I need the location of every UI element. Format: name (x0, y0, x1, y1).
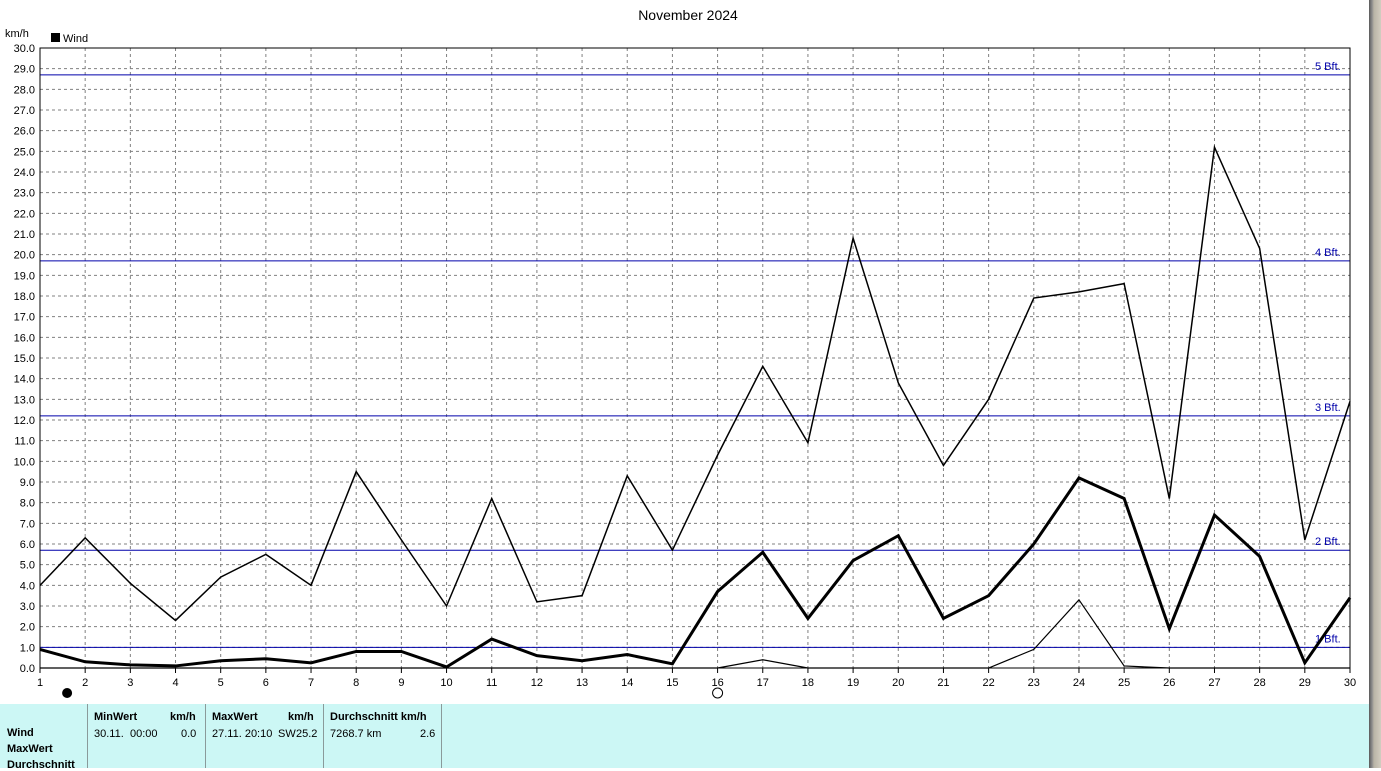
y-tick-label: 15.0 (14, 353, 35, 365)
x-tick-label: 17 (757, 677, 769, 689)
x-tick-label: 24 (1073, 677, 1085, 689)
max-value: 25.2 (296, 728, 318, 740)
y-tick-label: 0.0 (20, 663, 35, 675)
avg-header: Durchschnitt km/h (330, 711, 427, 723)
x-tick-label: 28 (1254, 677, 1266, 689)
stats-row-label-max: MaxWert (7, 743, 53, 755)
x-tick-label: 29 (1299, 677, 1311, 689)
y-tick-label: 26.0 (14, 126, 35, 138)
x-tick-label: 9 (398, 677, 404, 689)
wind-chart: November 2024 km/h Wind 1 Bft.2 Bft.3 Bf… (5, 7, 1356, 699)
y-tick-label: 13.0 (14, 394, 35, 406)
y-tick-label: 3.0 (20, 601, 35, 613)
x-tick-label: 3 (127, 677, 133, 689)
plot-frame (39, 47, 1351, 669)
x-tick-label: 10 (440, 677, 452, 689)
legend-label: Wind (63, 33, 88, 45)
x-tick-label: 25 (1118, 677, 1130, 689)
x-tick-label: 30 (1344, 677, 1356, 689)
y-tick-label: 10.0 (14, 456, 35, 468)
wind-max-series-line (39, 144, 1351, 622)
x-tick-label: 18 (802, 677, 814, 689)
y-tick-label: 22.0 (14, 208, 35, 220)
min-unit: km/h (170, 711, 196, 723)
max-unit: km/h (288, 711, 314, 723)
y-tick-label: 24.0 (14, 167, 35, 179)
y-tick-label: 17.0 (14, 312, 35, 324)
x-tick-label: 26 (1163, 677, 1175, 689)
legend-swatch (51, 33, 60, 42)
y-tick-label: 30.0 (14, 43, 35, 55)
x-tick-label: 5 (218, 677, 224, 689)
avg-distance: 7268.7 km (330, 728, 382, 740)
wind-min-series-line (40, 598, 1350, 669)
y-tick-label: 21.0 (14, 229, 35, 241)
stats-min-column: MinWert km/h 30.11. 00:00 0.0 (88, 704, 206, 768)
y-tick-label: 14.0 (14, 374, 35, 386)
avg-value: 2.6 (420, 728, 436, 740)
chart-title: November 2024 (638, 7, 738, 23)
y-tick-label: 28.0 (14, 84, 35, 96)
stats-panel: Wind MaxWert Durchschnitt MinWert km/h 3… (0, 704, 1369, 771)
x-tick-label: 14 (621, 677, 633, 689)
beaufort-label: 3 Bft. (1315, 402, 1341, 414)
window-edge (1369, 0, 1381, 768)
stats-row-label-wind: Wind (7, 727, 34, 739)
min-date: 30.11. (94, 728, 124, 740)
x-tick-label: 6 (263, 677, 269, 689)
y-tick-label: 5.0 (20, 560, 35, 572)
x-tick-label: 1 (37, 677, 43, 689)
x-tick-label: 11 (486, 677, 497, 689)
stats-max-column: MaxWert km/h 27.11. 20:10 SW 25.2 (206, 704, 324, 768)
y-tick-label: 27.0 (14, 105, 35, 117)
x-tick-label: 20 (892, 677, 904, 689)
x-tick-label: 22 (982, 677, 994, 689)
stats-label-column (0, 704, 88, 768)
y-axis-unit: km/h (5, 28, 29, 40)
y-tick-label: 7.0 (20, 518, 35, 530)
x-tick-label: 2 (82, 677, 88, 689)
y-tick-label: 25.0 (14, 146, 35, 158)
y-tick-label: 4.0 (20, 580, 35, 592)
x-tick-label: 15 (666, 677, 678, 689)
y-tick-label: 9.0 (20, 477, 35, 489)
beaufort-label: 4 Bft. (1315, 247, 1341, 259)
x-tick-label: 13 (576, 677, 588, 689)
max-direction: SW (278, 728, 296, 740)
x-tick-label: 27 (1208, 677, 1220, 689)
stats-avg-column: Durchschnitt km/h 7268.7 km 2.6 (324, 704, 442, 768)
max-datetime: 27.11. 20:10 (212, 728, 273, 740)
y-tick-label: 16.0 (14, 332, 35, 344)
y-tick-label: 11.0 (14, 436, 35, 448)
y-tick-label: 1.0 (20, 642, 35, 654)
y-tick-label: 6.0 (20, 539, 35, 551)
x-tick-label: 12 (531, 677, 543, 689)
min-value: 0.0 (181, 728, 197, 740)
y-tick-label: 12.0 (14, 415, 35, 427)
wind-avg-series-line (39, 475, 1352, 669)
full-moon-icon (62, 688, 73, 698)
y-tick-label: 2.0 (20, 622, 35, 634)
y-tick-label: 8.0 (20, 498, 35, 510)
x-tick-label: 19 (847, 677, 859, 689)
min-header: MinWert (94, 711, 138, 723)
min-time: 00:00 (130, 728, 158, 740)
y-tick-label: 18.0 (14, 291, 35, 303)
x-tick-label: 23 (1028, 677, 1040, 689)
beaufort-label: 2 Bft. (1315, 536, 1341, 548)
y-tick-label: 29.0 (14, 64, 35, 76)
y-tick-label: 23.0 (14, 188, 35, 200)
x-tick-label: 4 (172, 677, 178, 689)
beaufort-label: 5 Bft. (1315, 61, 1341, 73)
y-tick-label: 19.0 (14, 270, 35, 282)
y-tick-label: 20.0 (14, 250, 35, 262)
x-tick-label: 21 (937, 677, 949, 689)
x-tick-label: 7 (308, 677, 314, 689)
x-tick-label: 8 (353, 677, 359, 689)
max-header: MaxWert (212, 711, 258, 723)
x-tick-label: 16 (711, 677, 723, 689)
new-moon-icon (712, 687, 724, 699)
